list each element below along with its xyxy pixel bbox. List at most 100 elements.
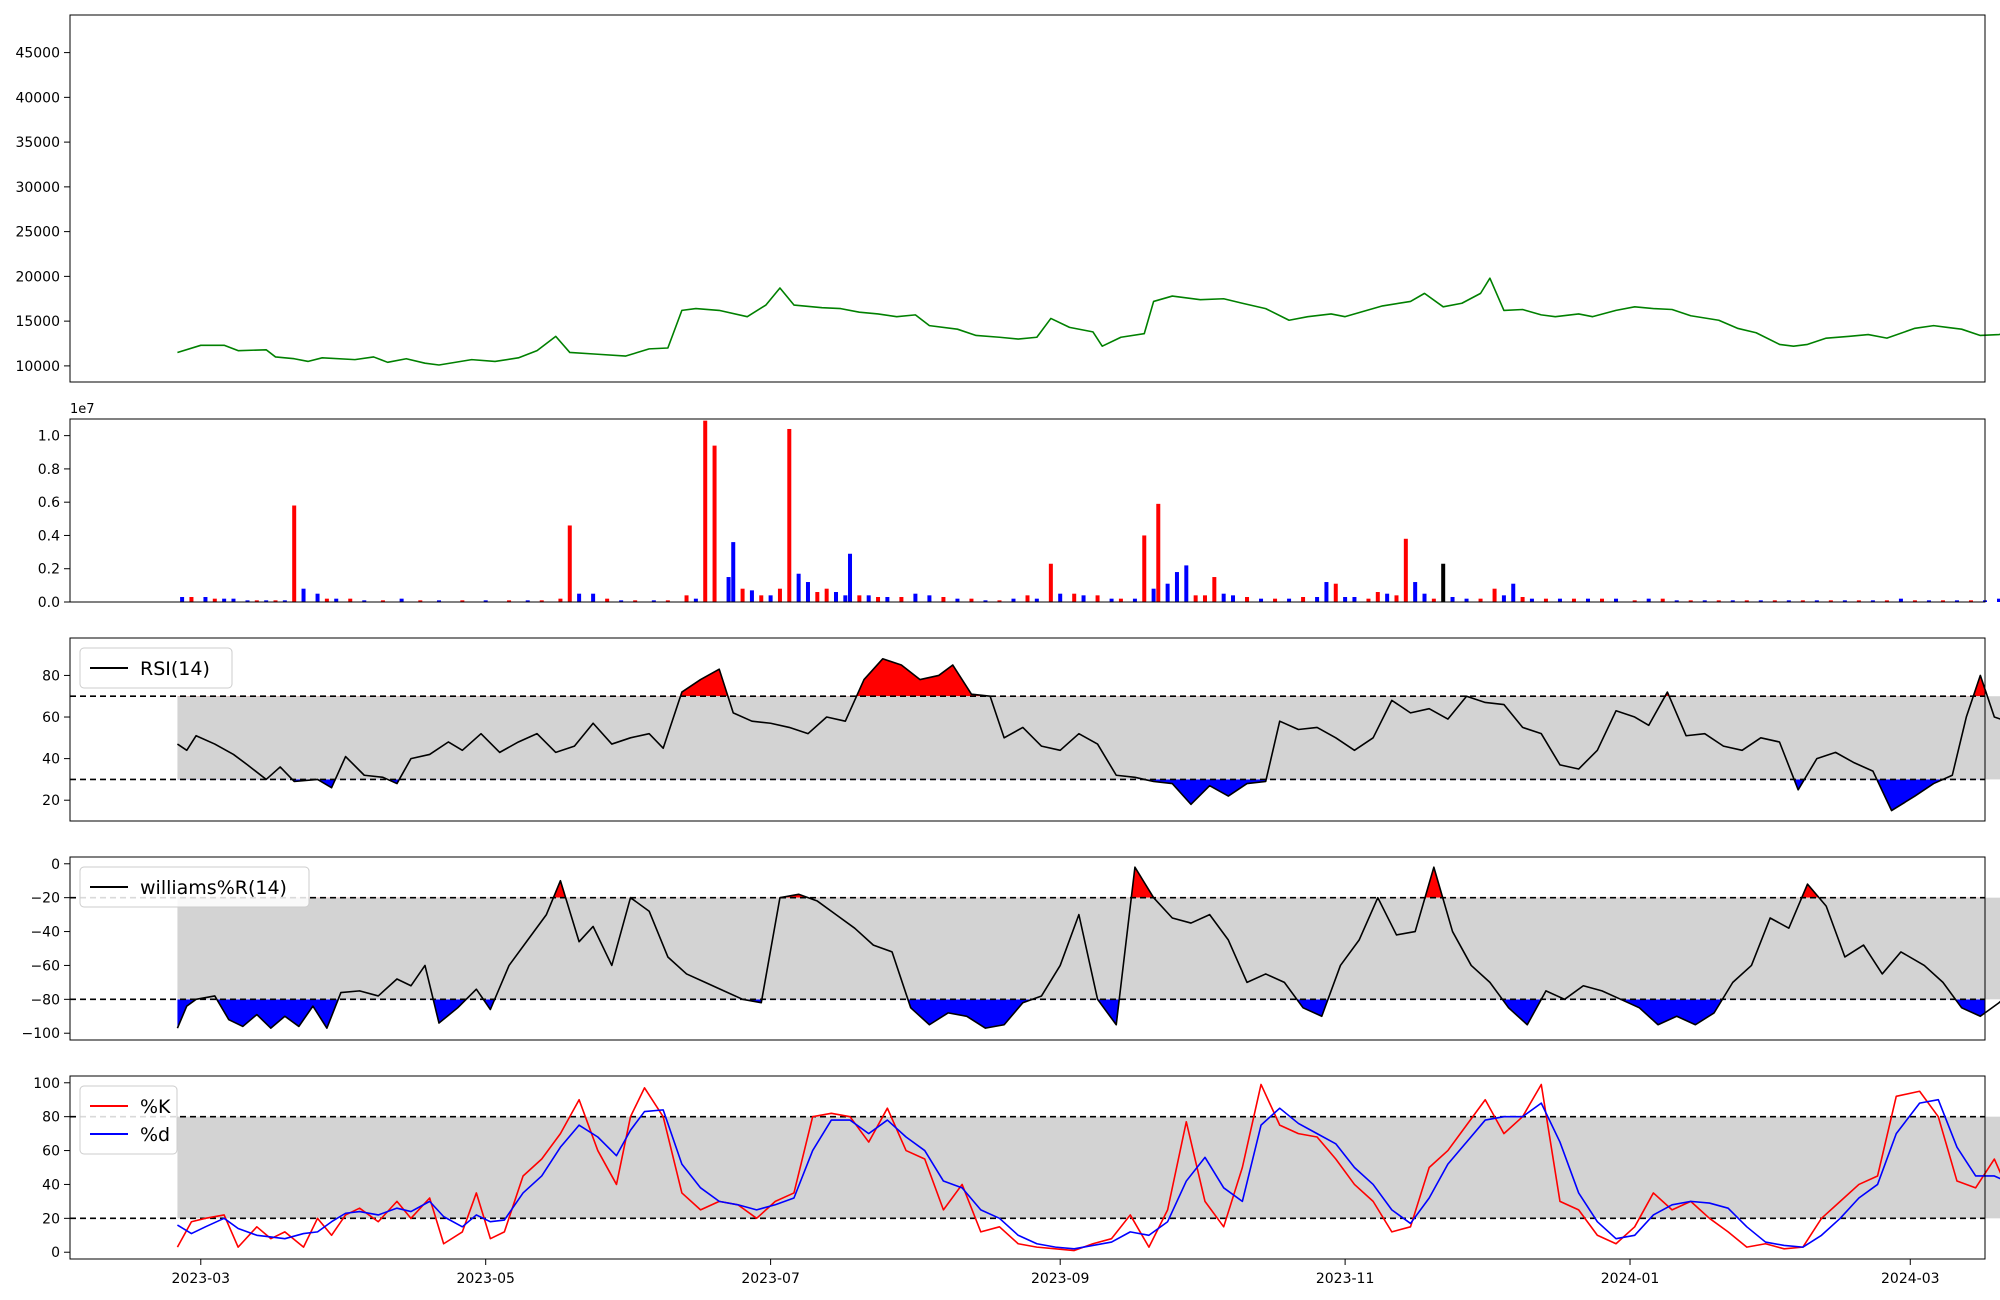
y-tick-label: 80 <box>42 1110 60 1126</box>
volume-bar <box>1529 598 1534 602</box>
k-line <box>176 1083 2000 1252</box>
volume-bar <box>525 600 530 602</box>
volume-bar <box>1968 600 1973 602</box>
volume-bar <box>1352 597 1357 602</box>
y-tick-label: 0.4 <box>38 528 60 544</box>
axes-frame <box>69 14 1986 383</box>
x-tick-label: 2023-03 <box>172 1271 231 1287</box>
volume-bar <box>834 592 838 602</box>
volume-bar <box>1212 577 1217 602</box>
volume-bar <box>1273 598 1278 602</box>
volume-bar <box>941 597 946 602</box>
volume-bar <box>1716 600 1721 602</box>
volume-bar <box>1025 595 1030 602</box>
volume-bar <box>693 598 698 602</box>
volume-panel: 0.0 0.2 0.4 0.6 0.8 1.0 1e7 <box>38 402 2000 611</box>
y-tick-label: −100 <box>22 1026 60 1042</box>
legend-label: williams%R(14) <box>140 877 287 899</box>
volume-bar <box>1646 598 1651 602</box>
stochastic-panel: 0 20 40 60 80 100 %K %d <box>33 1075 2000 1261</box>
volume-bar <box>1011 598 1016 602</box>
volume-bar <box>222 598 227 602</box>
volume-bar <box>1422 593 1427 602</box>
axes-frame <box>69 1075 1986 1260</box>
y-tick-label: 40 <box>42 1177 60 1193</box>
volume-bar <box>1431 598 1436 602</box>
volume-bar <box>759 595 764 602</box>
volume-bar <box>180 597 185 602</box>
y-tick-label: −60 <box>30 958 60 974</box>
volume-bar <box>1898 598 1903 602</box>
williams-line <box>176 866 2000 1029</box>
y-tick-label: 1.0 <box>38 429 60 445</box>
volume-bar <box>731 542 736 602</box>
volume-bar <box>1674 600 1679 602</box>
y-tick-label: −40 <box>30 925 60 941</box>
volume-bar <box>749 590 754 602</box>
volume-bar <box>1800 600 1805 602</box>
volume-bar <box>1193 595 1198 602</box>
rsi-panel: 20 40 60 80 RSI(14) <box>42 637 2000 822</box>
volume-bar <box>619 600 624 602</box>
volume-bar <box>1343 597 1348 602</box>
volume-bar <box>1828 600 1833 602</box>
volume-bar <box>1156 503 1161 602</box>
volume-bar <box>315 593 320 602</box>
x-tick-label: 2023-05 <box>456 1271 515 1287</box>
volume-bar <box>1585 598 1590 602</box>
y-tick-label: 0.8 <box>38 462 60 478</box>
x-tick-label: 2023-11 <box>1316 1271 1375 1287</box>
rsi-line <box>176 658 2000 812</box>
volume-bar <box>1772 600 1777 602</box>
volume-bar <box>843 595 848 602</box>
price-panel: 10000 15000 20000 25000 30000 35000 40000 45000 <box>15 14 2000 383</box>
volume-bar <box>1221 593 1226 602</box>
volume-bar <box>212 598 217 602</box>
y-tick-label: 60 <box>42 710 60 726</box>
volume-bar <box>927 595 932 602</box>
y-tick-label: 60 <box>42 1144 60 1160</box>
volume-bar <box>1058 593 1063 602</box>
x-tick-label: 2024-03 <box>1881 1271 1940 1287</box>
volume-bar <box>605 598 610 602</box>
volume-bar <box>1109 598 1114 602</box>
volume-bar <box>301 588 306 602</box>
volume-bar <box>1520 597 1525 602</box>
y-tick-label: 0.6 <box>38 495 60 511</box>
x-tick-label: 2023-09 <box>1031 1271 1090 1287</box>
x-tick-label: 2023-07 <box>741 1271 800 1287</box>
volume-bar <box>1464 598 1469 602</box>
volume-bar <box>1688 600 1693 602</box>
volume-bar <box>1856 600 1861 602</box>
volume-bar <box>264 600 269 602</box>
volume-bar <box>1034 598 1039 602</box>
y-tick-label: 45000 <box>15 46 60 62</box>
volume-bar <box>1231 595 1236 602</box>
volume-bar <box>1048 563 1053 602</box>
volume-bar <box>1375 592 1380 602</box>
volume-bar <box>245 600 250 602</box>
volume-bar <box>1600 598 1604 602</box>
legend-box <box>79 1085 178 1155</box>
oversold-fill <box>177 999 1985 1029</box>
volume-bar <box>436 600 441 602</box>
volume-bar <box>231 598 236 602</box>
volume-bar <box>1385 593 1390 602</box>
volume-bar <box>651 600 656 602</box>
volume-bar <box>1315 597 1320 602</box>
neutral-band <box>177 696 2000 780</box>
y-tick-label: 40000 <box>15 90 60 106</box>
volume-bar <box>577 593 582 602</box>
volume-bar <box>380 600 385 602</box>
volume-bar <box>1730 600 1735 602</box>
volume-bar <box>418 600 423 602</box>
volume-bar <box>1511 583 1516 602</box>
y-tick-label: 10000 <box>15 359 60 375</box>
y-tick-label: 35000 <box>15 135 60 151</box>
volume-bar <box>1702 600 1707 602</box>
y-tick-label: 20000 <box>15 269 60 285</box>
y-tick-label: 15000 <box>15 314 60 330</box>
volume-bar <box>712 445 717 602</box>
volume-bar <box>362 600 367 602</box>
